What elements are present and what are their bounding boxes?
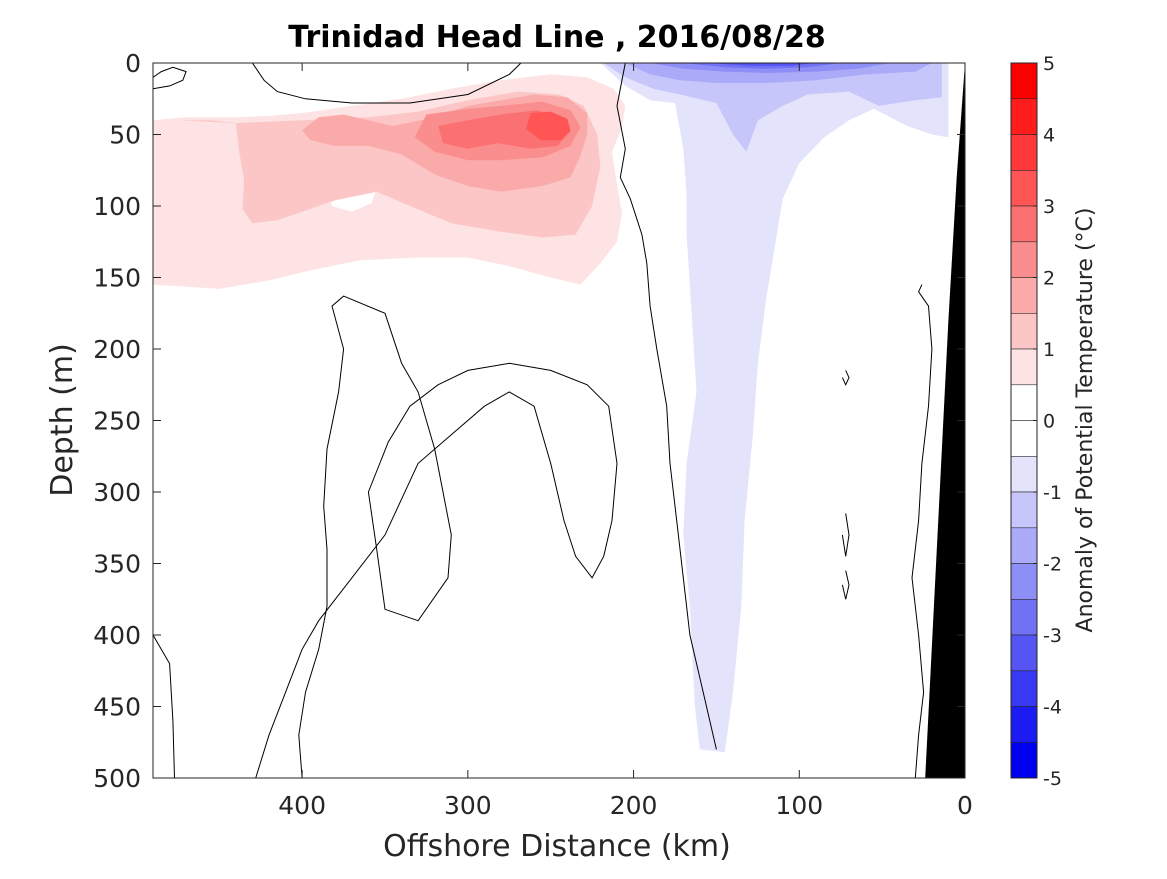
colorbar-swatch-14	[1010, 563, 1038, 600]
zero-contour-4	[911, 284, 933, 778]
y-axis-label: Depth (m)	[45, 343, 80, 497]
zero-contour-3	[616, 63, 717, 750]
colorbar-swatch-9	[1010, 384, 1038, 421]
colorbar-swatch-19	[1010, 741, 1038, 779]
y-tick-label: 350	[93, 550, 141, 579]
x-tick-label: 0	[957, 791, 973, 820]
colorbar-swatch-1	[1010, 98, 1038, 135]
colorbar-tick-label: -2	[1043, 554, 1062, 576]
colorbar-swatch-10	[1010, 420, 1038, 457]
colorbar-tick-label: -3	[1043, 625, 1062, 647]
chart-title: Trinidad Head Line , 2016/08/28	[288, 20, 825, 55]
y-tick-label: 500	[93, 764, 141, 793]
anomaly-region-8	[600, 63, 949, 753]
y-tick-label: 300	[93, 478, 141, 507]
colorbar-tick-label: 4	[1043, 125, 1055, 147]
zero-contour-7	[841, 513, 850, 557]
x-tick-label: 400	[278, 791, 326, 820]
seafloor-layer	[925, 63, 965, 778]
y-tick-label: 450	[93, 693, 141, 722]
y-tick-label: 0	[125, 49, 141, 78]
colorbar-swatch-3	[1010, 170, 1038, 207]
colorbar-tick-label: -4	[1043, 697, 1062, 719]
colorbar-swatch-16	[1010, 634, 1038, 672]
colorbar-tick-label: 2	[1043, 268, 1055, 290]
x-tick-label: 300	[444, 791, 492, 820]
colorbar-label: Anomaly of Potential Temperature (°C)	[1073, 208, 1098, 633]
y-tick-label: 100	[93, 192, 141, 221]
anomaly-regions-layer	[153, 63, 949, 753]
zero-contour-0	[153, 66, 187, 90]
colorbar-swatch-2	[1010, 134, 1038, 171]
colorbar-swatch-5	[1010, 241, 1038, 278]
colorbar: 5 4 3 2 1 0 -1 -2 -3 -4 -5	[1010, 53, 1062, 790]
y-tick-label: 250	[93, 407, 141, 436]
zero-contour-5	[153, 634, 175, 778]
colorbar-swatch-11	[1010, 455, 1038, 493]
colorbar-tick-label: -5	[1043, 768, 1062, 790]
colorbar-swatch-0	[1010, 62, 1038, 100]
x-axis-label: Offshore Distance (km)	[383, 829, 731, 864]
colorbar-swatch-15	[1010, 598, 1038, 636]
colorbar-swatch-6	[1010, 277, 1038, 314]
zero-contour-8	[841, 570, 850, 600]
colorbar-tick-label: 5	[1043, 53, 1055, 75]
colorbar-swatch-17	[1010, 670, 1038, 707]
y-axis-ticks: 0 50 100 150 200 250 300 350 400 450 500	[93, 49, 965, 793]
anomaly-region-6	[525, 111, 571, 141]
plot-area	[153, 63, 965, 778]
colorbar-swatch-4	[1010, 205, 1038, 243]
colorbar-tick-label: -1	[1043, 482, 1062, 504]
colorbar-swatch-7	[1010, 312, 1038, 350]
anomaly-region-7	[197, 163, 211, 184]
colorbar-swatch-18	[1010, 706, 1038, 743]
colorbar-swatch-8	[1010, 348, 1038, 386]
anomaly-region-13	[708, 63, 816, 66]
y-tick-label: 200	[93, 335, 141, 364]
y-tick-label: 400	[93, 621, 141, 650]
y-tick-label: 150	[93, 264, 141, 293]
colorbar-tick-label: 0	[1043, 411, 1055, 433]
anomaly-region-9	[603, 63, 942, 152]
y-tick-label: 50	[109, 121, 141, 150]
colorbar-tick-label: 1	[1043, 339, 1055, 361]
seafloor-mask	[925, 63, 965, 778]
x-tick-label: 100	[775, 791, 823, 820]
x-axis-ticks: 400 300 200 100 0	[278, 63, 973, 820]
x-tick-label: 200	[610, 791, 658, 820]
colorbar-swatch-13	[1010, 527, 1038, 564]
colorbar-tick-label: 3	[1043, 196, 1055, 218]
zero-contours-layer	[153, 63, 933, 778]
zero-contour-1	[251, 63, 522, 104]
zero-contour-6	[841, 370, 850, 387]
colorbar-swatch-12	[1010, 491, 1038, 529]
zero-contour-2	[255, 295, 618, 778]
